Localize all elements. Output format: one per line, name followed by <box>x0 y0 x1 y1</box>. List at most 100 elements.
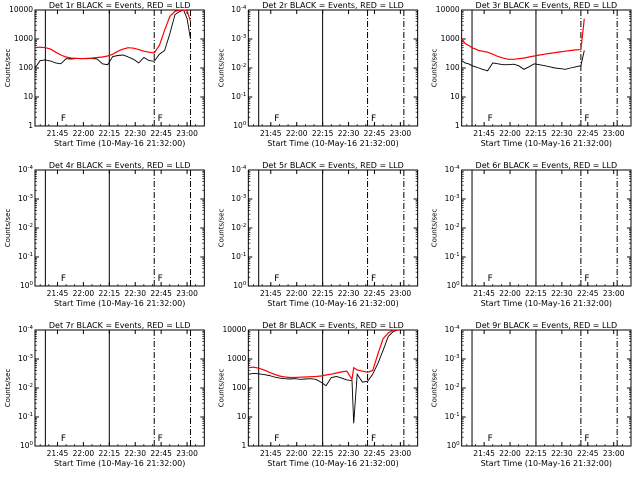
x-tick-label: 22:00 <box>499 129 521 138</box>
lld-series-line <box>34 9 192 60</box>
y-tick-label: 100 <box>20 281 34 291</box>
plot-frame <box>461 329 632 447</box>
y-tick-label: 100 <box>233 121 247 131</box>
y-axis-label: Counts/sec <box>431 209 439 248</box>
panel-det-7: Det 7r BLACK = Events, RED = LLD 100 10-1 1… <box>4 321 205 468</box>
marker-letter: F <box>584 114 589 124</box>
panel-title: Det 6r BLACK = Events, RED = LLD <box>476 161 618 170</box>
events-series-line <box>248 329 399 424</box>
y-axis-label: Counts/sec <box>217 49 225 88</box>
y-axis-label: Counts/sec <box>431 49 439 88</box>
marker-letter: F <box>371 274 376 284</box>
x-tick-label: 22:30 <box>338 129 360 138</box>
y-axis-label: Counts/sec <box>4 369 12 408</box>
x-tick-label: 23:00 <box>390 449 412 458</box>
x-tick-label: 22:00 <box>499 449 521 458</box>
x-tick-label: 22:15 <box>525 129 547 138</box>
y-tick-label: 10-4 <box>231 165 247 175</box>
lld-series-line <box>248 329 399 381</box>
y-tick-label: 100 <box>232 383 247 392</box>
y-axis-label: Counts/sec <box>217 369 225 408</box>
x-tick-label: 22:15 <box>98 449 120 458</box>
x-tick-label: 22:00 <box>73 129 95 138</box>
x-tick-label: 22:15 <box>312 129 334 138</box>
y-tick-label: 1000 <box>14 34 33 43</box>
plot-frame <box>247 169 419 287</box>
x-tick-label: 21:45 <box>47 129 69 138</box>
panel-title: Det 9r BLACK = Events, RED = LLD <box>476 321 618 330</box>
marker-letter: F <box>584 274 589 284</box>
x-tick-label: 22:45 <box>150 449 172 458</box>
panel-title: Det 4r BLACK = Events, RED = LLD <box>49 161 191 170</box>
y-axis-label: Counts/sec <box>4 49 12 88</box>
x-tick-label: 21:45 <box>473 289 495 298</box>
panel-title: Det 8r BLACK = Events, RED = LLD <box>262 321 404 330</box>
y-tick-label: 10000 <box>9 5 33 14</box>
y-axis-label: Counts/sec <box>217 209 225 248</box>
x-tick-label: 22:15 <box>312 289 334 298</box>
x-tick-label: 22:30 <box>124 289 146 298</box>
plot-frame <box>34 9 205 127</box>
panel-det-6: Det 6r BLACK = Events, RED = LLD 100 10-1 1… <box>431 161 632 308</box>
x-tick-label: 21:45 <box>473 449 495 458</box>
y-axis-label: Counts/sec <box>431 369 439 408</box>
events-series-line <box>34 9 191 69</box>
marker-letter: F <box>371 114 376 124</box>
marker-letter: F <box>371 434 376 444</box>
x-axis-label: Start Time (10-May-16 21:32:00) <box>54 299 185 308</box>
y-tick-label: 100 <box>447 441 461 451</box>
plot-frame <box>247 9 419 127</box>
x-tick-label: 21:45 <box>260 289 282 298</box>
y-tick-label: 10000 <box>222 325 246 334</box>
marker-letter: F <box>158 114 163 124</box>
marker-letter: F <box>274 434 279 444</box>
y-tick-label: 1 <box>242 441 247 450</box>
plot-frame <box>247 329 419 447</box>
y-tick-label: 10-4 <box>445 165 461 175</box>
x-tick-label: 23:00 <box>390 129 412 138</box>
x-tick-label: 22:00 <box>73 449 95 458</box>
y-tick-label: 10 <box>23 92 33 101</box>
x-tick-label: 22:30 <box>551 289 573 298</box>
panel-title: Det 2r BLACK = Events, RED = LLD <box>262 1 404 10</box>
y-tick-label: 10-3 <box>231 34 247 44</box>
panel-det-3: Det 3r BLACK = Events, RED = LLD 1 10 100 10… <box>431 1 632 148</box>
marker-letter: F <box>488 274 493 284</box>
plot-frame <box>461 9 632 127</box>
x-tick-label: 22:30 <box>124 129 146 138</box>
panel-title: Det 5r BLACK = Events, RED = LLD <box>262 161 404 170</box>
y-tick-label: 1000 <box>441 34 460 43</box>
y-tick-label: 10000 <box>436 5 460 14</box>
panel-title: Det 7r BLACK = Events, RED = LLD <box>49 321 191 330</box>
y-tick-label: 10-1 <box>231 92 246 102</box>
panel-title: Det 1r BLACK = Events, RED = LLD <box>49 1 191 10</box>
y-tick-label: 10-2 <box>18 383 33 393</box>
lld-series-line <box>461 18 585 60</box>
y-tick-label: 100 <box>445 63 460 72</box>
marker-letter: F <box>584 434 589 444</box>
marker-letter: F <box>274 274 279 284</box>
y-tick-label: 10-2 <box>231 63 246 73</box>
y-tick-label: 10-2 <box>445 223 460 233</box>
y-tick-label: 100 <box>233 281 247 291</box>
x-axis-label: Start Time (10-May-16 21:32:00) <box>54 459 185 468</box>
x-tick-label: 22:45 <box>364 449 386 458</box>
marker-letter: F <box>61 114 66 124</box>
y-tick-label: 10-2 <box>18 223 33 233</box>
x-tick-label: 21:45 <box>260 449 282 458</box>
plot-frame <box>34 329 205 447</box>
y-tick-label: 10-1 <box>231 252 246 262</box>
x-tick-label: 23:00 <box>176 129 198 138</box>
x-tick-label: 23:00 <box>176 289 198 298</box>
x-tick-label: 22:45 <box>577 449 599 458</box>
y-tick-label: 10-1 <box>18 412 33 422</box>
y-tick-label: 10-4 <box>445 325 461 335</box>
marker-letter: F <box>158 434 163 444</box>
x-tick-label: 23:00 <box>603 129 625 138</box>
y-tick-label: 1 <box>455 121 460 130</box>
y-tick-label: 10 <box>237 412 247 421</box>
x-tick-label: 21:45 <box>473 129 495 138</box>
x-tick-label: 22:45 <box>577 129 599 138</box>
x-tick-label: 23:00 <box>390 289 412 298</box>
y-tick-label: 10-3 <box>18 194 34 204</box>
